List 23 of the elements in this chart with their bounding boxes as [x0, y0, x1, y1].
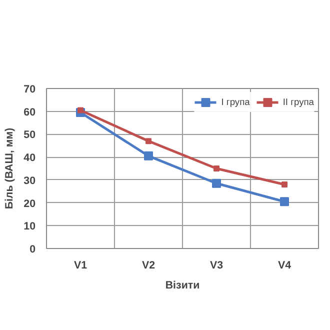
- point: [214, 166, 220, 172]
- y-axis-title: Біль (ВАШ, мм): [4, 127, 16, 210]
- legend-label: II група: [282, 97, 314, 107]
- point: [78, 107, 84, 114]
- y-tick-label: 30: [24, 174, 36, 187]
- x-tick-label: V2: [142, 260, 156, 272]
- legend-label: I група: [221, 97, 250, 107]
- y-tick-label: 60: [24, 106, 36, 118]
- x-tick-label: V3: [210, 260, 224, 272]
- y-tick-label: 40: [24, 152, 36, 164]
- y-tick-label: 0: [30, 244, 36, 256]
- point: [282, 182, 288, 188]
- point: [212, 178, 221, 188]
- x-tick-label: V4: [278, 260, 292, 272]
- point: [280, 197, 289, 206]
- y-tick-label: 20: [24, 198, 36, 210]
- point: [146, 138, 152, 144]
- y-tick-label: 50: [24, 129, 36, 142]
- x-tick-label: V1: [74, 260, 88, 272]
- x-axis-title: Візити: [165, 280, 200, 292]
- y-tick-label: 70: [24, 84, 36, 96]
- y-tick-label: 10: [24, 220, 36, 233]
- point: [144, 151, 153, 160]
